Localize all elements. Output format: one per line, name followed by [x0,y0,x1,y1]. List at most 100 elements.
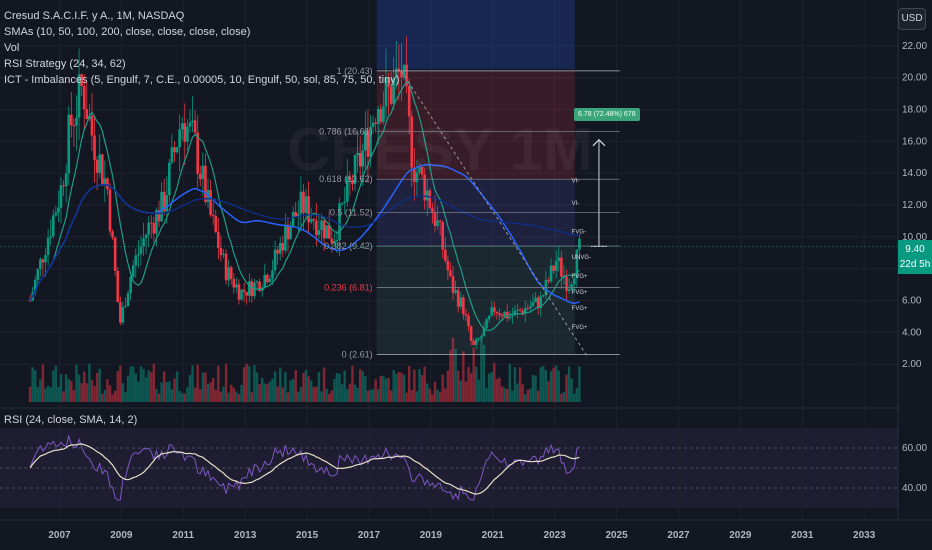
volume-bar-92 [266,384,269,402]
candle-body-147 [407,85,411,117]
volume-bar-155 [428,388,432,402]
candle-body-50 [157,210,161,222]
rsi-legend[interactable]: RSI (24, close, SMA, 14, 2) [4,414,138,426]
volume-bar-114 [322,367,326,402]
volume-bar-128 [358,369,362,402]
candle-body-20 [80,74,83,86]
candle-body-33 [113,237,117,271]
volume-bar-143 [397,372,401,402]
candle-body-151 [418,166,421,173]
volume-bar-19 [77,374,81,402]
rsi-line [29,434,580,501]
candle-body-13 [62,185,65,187]
candle-body-146 [405,64,408,86]
volume-bar-177 [485,387,488,402]
candle-body-55 [170,147,174,163]
volume-bar-65 [196,364,199,402]
volume-bar-100 [286,392,290,402]
volume-bar-130 [364,375,367,402]
candle-body-32 [111,231,114,238]
volume-bar-71 [211,378,215,402]
volume-bar-117 [330,390,334,402]
candle-body-158 [436,220,439,227]
candle-body-54 [168,162,171,196]
candle-body-98 [281,242,285,251]
candle-body-135 [376,109,380,124]
candle-body-175 [480,336,483,339]
volume-bar-89 [258,384,261,402]
candle-body-150 [415,172,419,182]
currency-button[interactable]: USD [898,8,926,30]
candle-body-178 [487,315,491,320]
volume-bar-154 [426,383,429,402]
volume-bar-161 [444,388,447,402]
candle-body-66 [198,173,202,180]
fib-levels: 1 (20.43) 0.786 (16.61) 0.618 (13.62) 0.5 (… [319,66,620,359]
volume-bar-166 [456,370,460,402]
indicator-volume[interactable]: Vol [4,42,20,54]
candle-body-34 [116,270,120,303]
volume-bar-88 [255,372,259,402]
fib-zone-top [376,0,575,69]
candle-body-194 [529,306,532,309]
indicator-ict-imbalances[interactable]: ICT - Imbalances (5, Engulf, 7, C.E., 0.… [4,74,400,86]
candle-body-107 [304,196,308,213]
candle-body-64 [193,120,197,133]
moving-averages [29,81,580,332]
volume-bar-75 [222,386,225,402]
sma-100-line [29,184,580,301]
candle-body-140 [389,86,393,104]
volume-bar-68 [204,372,207,402]
volume-bar-51 [160,382,163,402]
volume-bar-35 [119,365,122,402]
volume-bar-181 [495,379,499,402]
candle-body-68 [204,165,207,202]
volume-bar-4 [39,379,42,402]
volume-bar-22 [85,383,88,402]
x-tick-2013: 2013 [234,530,257,541]
candle-body-189 [516,309,519,311]
indicator-sma[interactable]: SMAs (10, 50, 100, 200, close, close, cl… [4,26,251,38]
rsi-band [0,428,898,508]
volume-bar-123 [346,388,349,402]
candle-body-39 [129,276,132,294]
volume-bar-126 [353,384,357,402]
volume-bar-37 [124,392,127,402]
candle-body-30 [106,178,109,190]
candle-body-187 [511,315,514,317]
candle-body-136 [379,109,383,122]
candle-body-129 [361,150,365,167]
fib-label-2: 0.618 (13.62) [319,174,373,184]
fib-label-6: 0 (2.61) [342,349,373,359]
volume-bar-46 [147,370,150,402]
volume-bar-43 [139,366,143,402]
candle-body-165 [454,290,457,293]
symbol-title[interactable]: Cresud S.A.C.I.F. y A., 1M, NASDAQ [4,10,185,22]
candle-body-61 [186,126,189,142]
candle-body-96 [276,249,279,254]
candle-body-52 [162,191,166,212]
candle-body-25 [93,135,96,160]
watermark: CRESY 1M [287,116,593,183]
candle-body-59 [180,123,184,130]
candle-body-43 [139,246,143,254]
candle-body-88 [255,281,259,283]
volume-bar-212 [575,387,579,402]
volume-bar-49 [155,389,158,402]
volume-bar-195 [531,374,535,402]
x-tick-2011: 2011 [172,530,194,541]
candle-body-3 [36,269,40,281]
candle-body-109 [309,219,313,223]
volume-bar-16 [70,380,73,402]
candle-body-152 [420,166,424,175]
candle-body-9 [51,215,55,237]
indicator-rsi-strategy[interactable]: RSI Strategy (24, 34, 62) [4,58,126,70]
volume-bar-174 [477,379,481,402]
candle-body-169 [464,314,468,316]
candle-body-142 [394,68,398,78]
price-range-label: 6.78 (72.48%) 678 [574,108,640,121]
last-price: 9.40 [905,244,925,255]
candle-body-62 [188,122,192,127]
volume-bar-204 [555,365,558,402]
